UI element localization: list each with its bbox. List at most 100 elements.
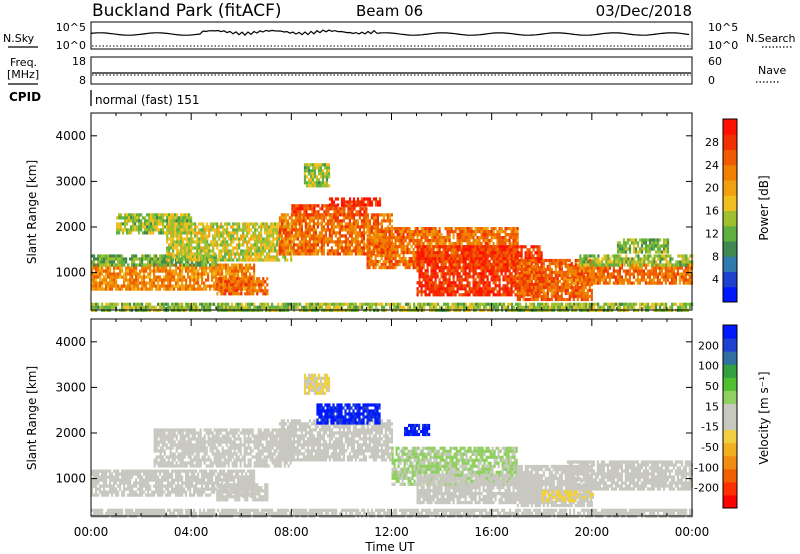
heatmap-cell [219, 302, 222, 306]
heatmap-cell [325, 163, 329, 167]
heatmap-cell [454, 227, 457, 231]
heatmap-cell [394, 263, 397, 267]
heatmap-cell [541, 302, 544, 306]
heatmap-cell [440, 251, 443, 255]
heatmap-cell [282, 231, 285, 235]
heatmap-cell [209, 269, 212, 273]
heatmap-cell [226, 258, 229, 262]
heatmap-cell [115, 266, 118, 270]
heatmap-cell [352, 246, 355, 250]
heatmap-cell [250, 249, 253, 253]
heatmap-cell [196, 252, 199, 256]
heatmap-cell [430, 266, 433, 270]
heatmap-cell [456, 278, 459, 282]
heatmap-cell [204, 258, 207, 262]
heatmap-cell [319, 169, 323, 173]
heatmap-cell [378, 260, 381, 264]
heatmap-cell [374, 230, 377, 234]
heatmap-cell [116, 231, 119, 235]
heatmap-cell [325, 172, 329, 176]
heatmap-cell [258, 283, 261, 287]
heatmap-cell [303, 178, 307, 182]
heatmap-cell [438, 239, 441, 243]
heatmap-cell [649, 305, 652, 309]
heatmap-cell [454, 272, 457, 276]
heatmap-cell [137, 257, 140, 261]
heatmap-cell [101, 254, 104, 258]
heatmap-cell [206, 237, 209, 241]
heatmap-cell [444, 275, 447, 279]
heatmap-cell [176, 240, 179, 244]
heatmap-cell [510, 251, 513, 255]
heatmap-cell [446, 236, 449, 240]
heatmap-cell [157, 275, 160, 279]
heatmap-cell [468, 257, 471, 261]
heatmap-cell [223, 305, 226, 309]
heatmap-cell [400, 233, 403, 237]
heatmap-cell [195, 281, 198, 285]
heatmap-cell [478, 287, 481, 291]
heatmap-cell [428, 278, 431, 282]
heatmap-cell [205, 305, 208, 309]
heatmap-cell [157, 266, 160, 270]
heatmap-cell [107, 269, 110, 273]
heatmap-cell [95, 263, 98, 267]
heatmap-cell [354, 203, 358, 207]
heatmap-cell [484, 281, 487, 285]
heatmap-cell [214, 234, 217, 238]
heatmap-cell [492, 281, 495, 285]
heatmap-cell [346, 246, 349, 250]
heatmap-cell [368, 251, 371, 255]
heatmap-cell [468, 263, 471, 267]
heatmap-cell [325, 169, 329, 173]
heatmap-cell [458, 227, 461, 231]
heatmap-cell [192, 222, 195, 226]
heatmap-cell [655, 302, 658, 306]
heatmap-cell [217, 272, 220, 276]
heatmap-cell [155, 263, 158, 267]
heatmap-cell [356, 252, 359, 256]
heatmap-cell [198, 237, 201, 241]
heatmap-cell [291, 302, 294, 306]
heatmap-cell [118, 222, 121, 226]
heatmap-cell [276, 258, 279, 262]
heatmap-cell [154, 216, 157, 220]
heatmap-cell [176, 231, 179, 235]
heatmap-cell [380, 257, 383, 261]
heatmap-cell [242, 258, 245, 262]
heatmap-cell [452, 236, 455, 240]
heatmap-cell [176, 213, 179, 217]
heatmap-cell [683, 302, 686, 306]
heatmap-cell [492, 278, 495, 282]
heatmap-cell [325, 204, 328, 208]
heatmap-cell [359, 213, 362, 217]
heatmap-cell [404, 245, 407, 249]
heatmap-cell [410, 236, 413, 240]
freq-label-1: Freq. [10, 56, 37, 69]
heatmap-cell [128, 231, 131, 235]
heatmap-cell [250, 237, 253, 241]
heatmap-cell [304, 249, 307, 253]
heatmap-cell [152, 228, 155, 232]
heatmap-cell [246, 225, 249, 229]
heatmap-cell [384, 230, 387, 234]
heatmap-cell [109, 263, 112, 267]
heatmap-cell [200, 222, 203, 226]
heatmap-cell [146, 225, 149, 229]
heatmap-cell [386, 236, 389, 240]
heatmap-cell [418, 245, 421, 249]
heatmap-cell [253, 272, 256, 276]
heatmap-cell [458, 284, 461, 288]
heatmap-cell [152, 222, 155, 226]
heatmap-cell [468, 230, 471, 234]
heatmap-cell [448, 266, 451, 270]
heatmap-cell [237, 302, 240, 306]
heatmap-cell [399, 305, 402, 309]
heatmap-cell [380, 245, 383, 249]
heatmap-cell [331, 302, 334, 306]
heatmap-cell [476, 251, 479, 255]
heatmap-cell [211, 269, 214, 273]
heatmap-cell [240, 283, 243, 287]
heatmap-cell [374, 227, 377, 231]
heatmap-cell [182, 219, 185, 223]
